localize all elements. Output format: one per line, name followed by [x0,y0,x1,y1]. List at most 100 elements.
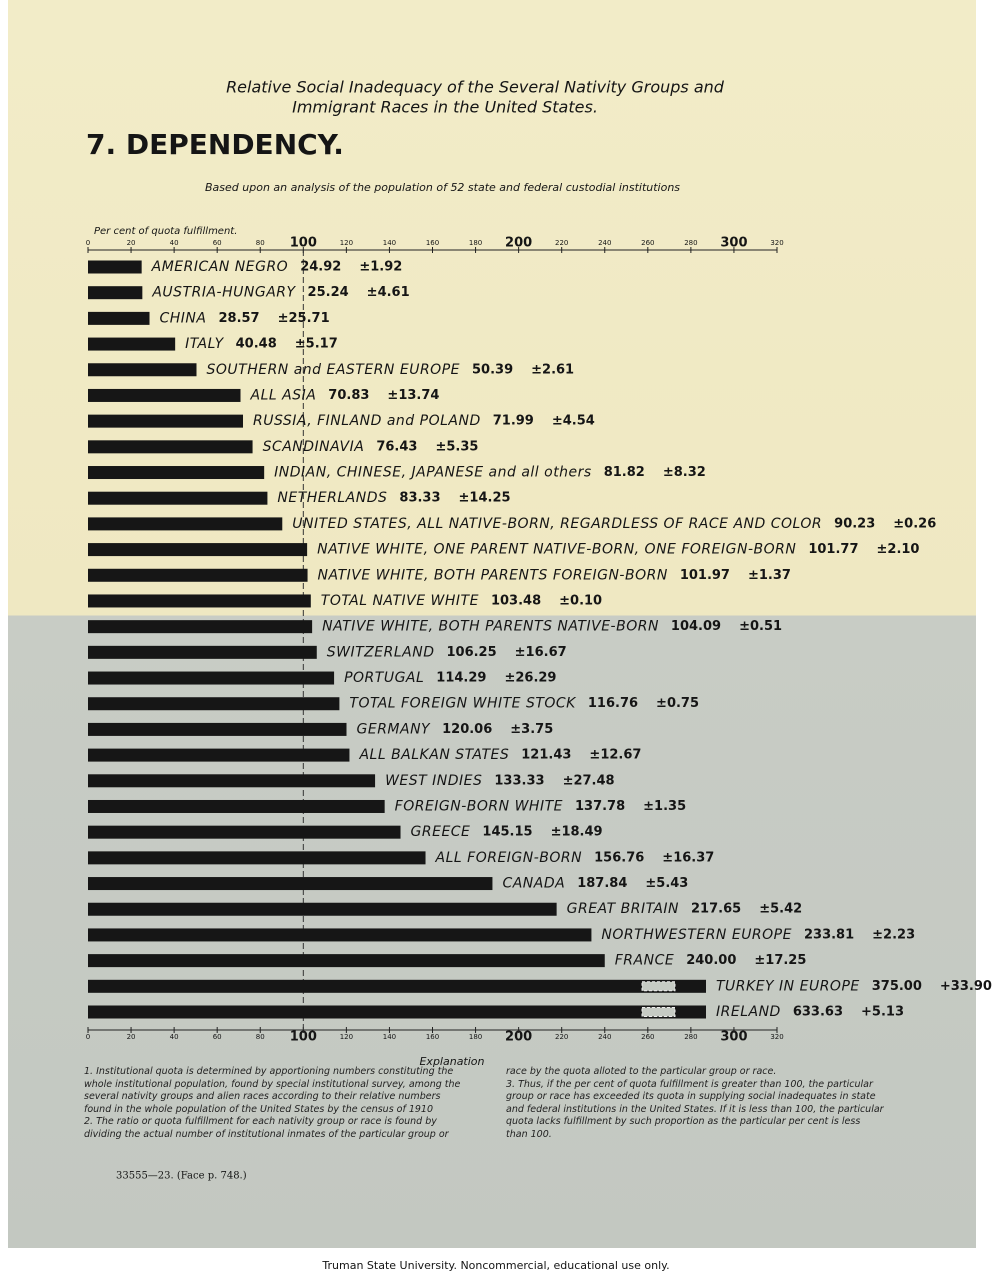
category-label: TURKEY IN EUROPE [716,978,860,994]
value-label: 116.76 [588,696,638,711]
axis-title: Per cent of quota fulfillment. [94,226,237,237]
x-tick-label: 0 [86,239,90,247]
error-label: ±4.54 [552,414,595,429]
x-tick-label: 180 [469,1033,482,1041]
category-label: WEST INDIES [385,773,482,789]
category-label: GREAT BRITAIN [567,901,679,917]
value-label: 70.83 [328,388,369,403]
subtitle: Based upon an analysis of the population… [205,181,680,194]
error-label: ±0.75 [656,696,699,711]
value-label: 28.57 [218,311,259,326]
bar [88,388,241,402]
value-label: 633.63 [793,1005,843,1020]
category-label: NETHERLANDS [277,490,387,506]
x-tick-label: 40 [170,1033,179,1041]
credit: Truman State University. Noncommercial, … [321,1259,669,1272]
category-label: SCANDINAVIA [263,439,365,455]
value-label: 120.06 [442,722,492,737]
bar [88,722,347,736]
error-label: ±25.71 [278,311,330,326]
x-tick-label: 320 [770,239,783,247]
value-label: 137.78 [575,799,625,814]
bar [88,594,311,608]
x-tick-label: 280 [684,1033,697,1041]
x-tick-label: 120 [340,239,353,247]
error-label: +5.13 [861,1005,904,1020]
value-label: 103.48 [491,593,541,608]
error-label: ±2.23 [872,927,915,942]
error-label: ±1.37 [748,568,791,583]
value-label: 187.84 [577,876,627,891]
category-label: TOTAL NATIVE WHITE [321,593,479,609]
bar [88,466,265,480]
category-label: CANADA [502,876,565,892]
value-label: 145.15 [482,825,532,840]
bar [88,671,335,685]
x-tick-label: 220 [555,239,568,247]
error-label: ±27.48 [563,773,615,788]
value-label: 375.00 [872,979,922,994]
bar [88,825,401,839]
value-label: 40.48 [236,337,277,352]
bar [88,954,605,968]
bar [88,363,197,377]
category-label: ALL BALKAN STATES [358,747,509,763]
value-label: 50.39 [472,362,513,377]
error-label: ±16.67 [515,645,567,660]
bar [88,491,268,505]
bar [88,979,706,993]
x-tick-label: 20 [127,1033,136,1041]
bar [88,440,253,454]
bar [88,311,150,325]
bar [88,748,350,762]
bar [88,799,385,813]
value-label: 240.00 [686,953,736,968]
bar [88,774,376,788]
error-label: ±5.17 [295,337,338,352]
heading: 7. DEPENDENCY. [86,128,344,161]
error-label: ±0.26 [893,516,936,531]
category-label: AMERICAN NEGRO [151,259,289,275]
x-tick-label: 200 [505,236,532,251]
bar [88,877,493,891]
category-label: GERMANY [357,721,432,737]
value-label: 106.25 [446,645,496,660]
x-tick-label: 240 [598,239,611,247]
error-label: ±8.32 [663,465,706,480]
x-tick-label: 120 [340,1033,353,1041]
error-label: ±5.43 [645,876,688,891]
bar-break [641,1007,676,1017]
bar [88,1005,706,1019]
chart-title: Relative Social Inadequacy of the Severa… [226,78,725,97]
x-tick-label: 20 [127,239,136,247]
bar [88,928,592,942]
value-label: 71.99 [493,414,534,429]
error-label: ±2.10 [877,542,920,557]
category-label: GREECE [411,824,471,840]
x-tick-label: 300 [720,236,747,251]
value-label: 121.43 [521,748,571,763]
value-label: 233.81 [804,927,854,942]
error-label: ±2.61 [531,362,574,377]
bar [88,697,340,711]
category-label: UNITED STATES, ALL NATIVE-BORN, REGARDLE… [292,516,822,532]
bar [88,543,308,557]
bar [88,337,176,351]
category-label: SOUTHERN and EASTERN EUROPE [206,362,460,378]
bar [88,517,283,531]
category-label: INDIAN, CHINESE, JAPANESE and all others [274,465,592,481]
value-label: 24.92 [300,260,341,275]
error-label: ±16.37 [662,850,714,865]
value-label: 217.65 [691,902,741,917]
x-tick-label: 100 [290,1030,317,1045]
value-label: 90.23 [834,516,875,531]
bar [88,260,142,274]
category-label: RUSSIA, FINLAND and POLAND [253,413,481,429]
x-tick-label: 60 [213,239,222,247]
error-label: ±14.25 [459,491,511,506]
x-tick-label: 0 [86,1033,90,1041]
category-label: NORTHWESTERN EUROPE [601,927,792,943]
category-label: FRANCE [615,953,674,969]
error-label: ±13.74 [387,388,439,403]
